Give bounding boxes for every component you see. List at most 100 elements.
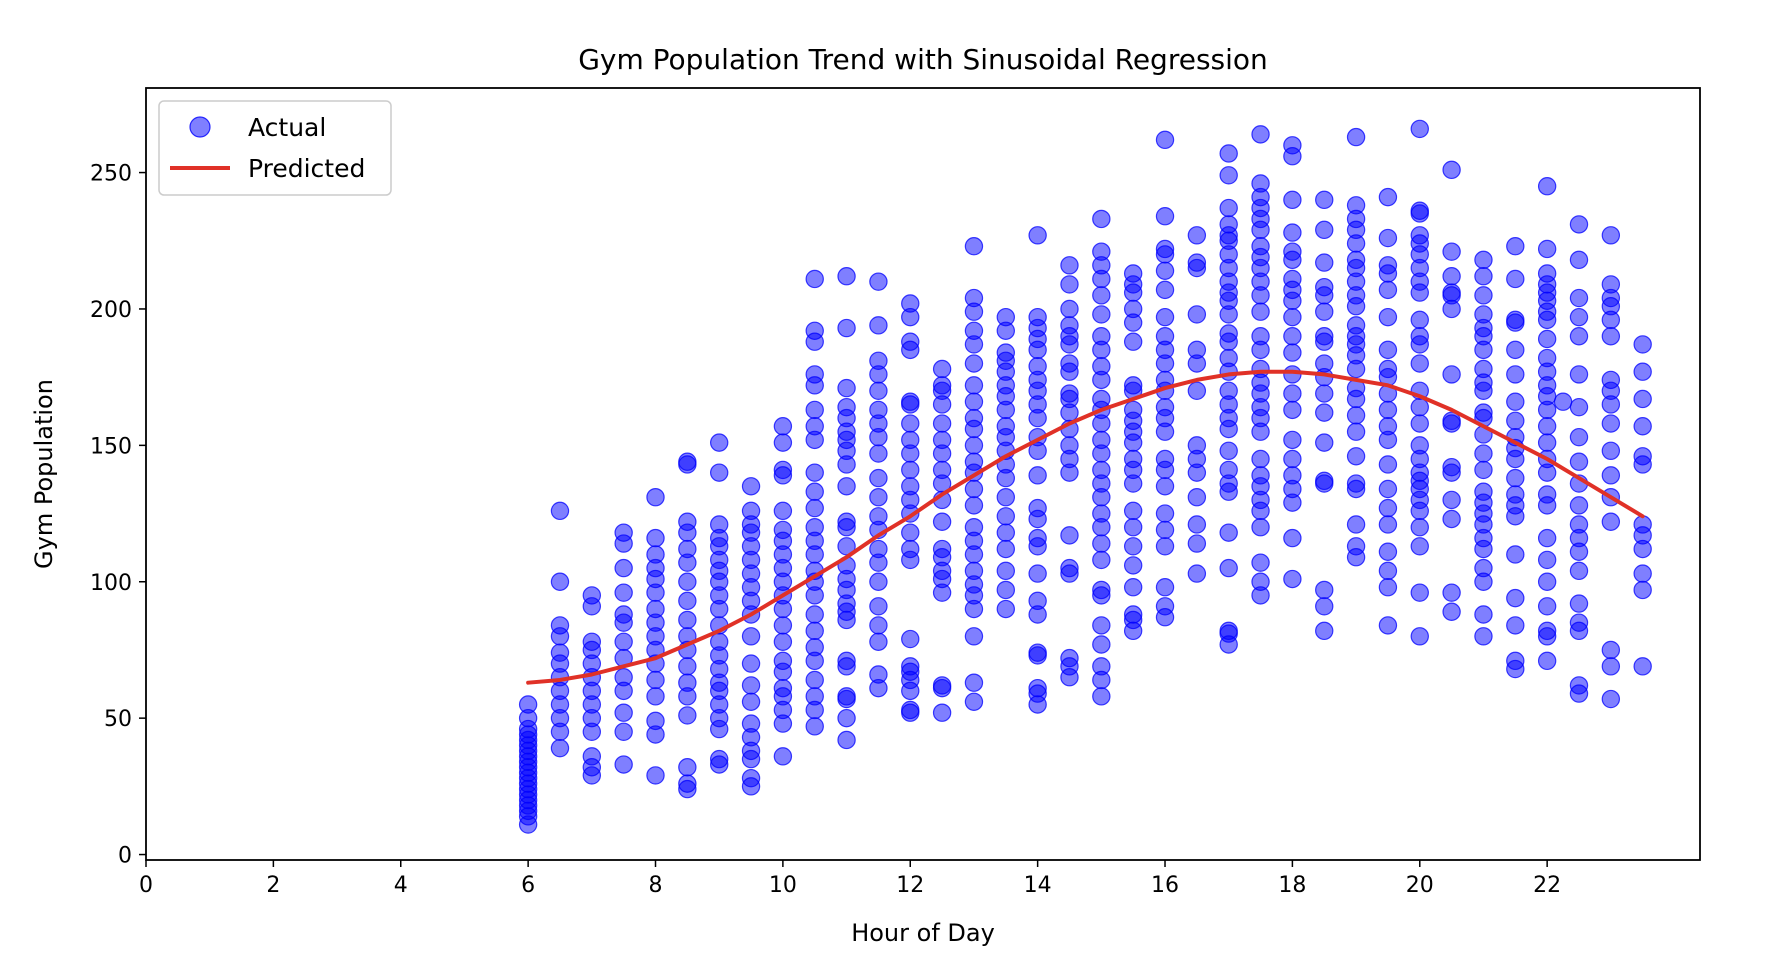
scatter-point-actual (1123, 578, 1143, 597)
scatter-point-actual (1315, 277, 1334, 297)
scatter-point-actual (932, 460, 952, 480)
scatter-point-actual (1123, 400, 1143, 420)
scatter-point-actual (964, 496, 984, 515)
predicted-line (526, 369, 1645, 685)
y-tick-label: 0 (118, 844, 132, 869)
scatter-point-actual (1474, 286, 1493, 305)
scatter-point-actual (869, 487, 888, 507)
scatter-point-actual (964, 392, 984, 411)
scatter-point-actual (1601, 640, 1621, 660)
scatter-point-actual (1410, 583, 1429, 602)
scatter-point-actual (1123, 376, 1143, 395)
scatter-point-actual (741, 714, 761, 733)
scatter-point-actual (805, 605, 824, 624)
scatter-point-actual (964, 288, 984, 308)
scatter-point-actual (1315, 621, 1334, 641)
scatter-point-actual (1028, 643, 1047, 662)
scatter-point-actual (1506, 588, 1525, 608)
scatter-point-actual (901, 332, 920, 351)
scatter-point-actual (1506, 269, 1525, 289)
scatter-point-actual (964, 673, 984, 692)
scatter-point-actual (678, 572, 697, 591)
scatter-point-actual (1442, 160, 1461, 180)
scatter-point-actual (901, 523, 920, 542)
x-tick-label: 22 (1533, 873, 1561, 898)
scatter-point-actual (1569, 515, 1589, 534)
scatter-point-actual (1410, 226, 1429, 245)
scatter-point-actual (1537, 621, 1557, 641)
scatter-point-actual (1474, 444, 1493, 463)
scatter-point-actual (1378, 542, 1398, 561)
scatter-point-actual (550, 501, 570, 521)
scatter-point-actual (901, 430, 920, 450)
y-tick-label: 150 (90, 434, 132, 459)
legend-marker-actual (189, 116, 211, 138)
scatter-point-actual (678, 591, 697, 611)
scatter-point-actual (1601, 466, 1621, 485)
scatter-point-actual (964, 376, 984, 395)
scatter-point-actual (614, 722, 633, 741)
scatter-point-actual (837, 477, 856, 496)
scatter-point-actual (996, 507, 1016, 526)
scatter-point-actual (901, 629, 920, 649)
scatter-point-actual (964, 237, 984, 256)
scatter-point-actual (1219, 441, 1238, 461)
scatter-point-actual (1060, 648, 1079, 668)
scatter-point-actual (678, 673, 697, 692)
scatter-point-actual (1346, 422, 1366, 441)
scatter-point-actual (1537, 239, 1557, 259)
scatter-point-actual (996, 307, 1016, 327)
scatter-point-actual (1378, 578, 1398, 597)
scatter-point-actual (1092, 430, 1111, 450)
scatter-point-actual (773, 520, 793, 540)
scatter-point-actual (1378, 280, 1398, 300)
scatter-point-actual (1569, 288, 1589, 308)
scatter-point-actual (1092, 616, 1111, 635)
scatter-point-actual (550, 616, 570, 635)
scatter-point-actual (773, 417, 793, 436)
scatter-point-actual (1092, 460, 1111, 480)
scatter-point-actual (1601, 512, 1621, 531)
scatter-point-actual (837, 651, 856, 671)
x-tick-label: 8 (649, 873, 663, 898)
scatter-point-actual (1251, 237, 1270, 256)
scatter-point-actual (1378, 515, 1398, 534)
scatter-point-actual (996, 523, 1016, 542)
scatter-point-actual (1283, 223, 1302, 242)
scatter-point-actual (805, 482, 824, 501)
scatter-point-actual (1410, 310, 1429, 330)
scatter-point-actual (869, 272, 888, 291)
scatter-point-actual (1187, 564, 1207, 583)
scatter-point-actual (1506, 545, 1525, 564)
scatter-point-actual (1060, 558, 1079, 578)
scatter-point-actual (773, 616, 793, 635)
scatter-point-actual (773, 460, 793, 480)
scatter-point-actual (1633, 515, 1652, 534)
scatter-point-actual (1474, 605, 1493, 624)
scatter-point-actual (1569, 365, 1589, 384)
scatter-point-actual (1060, 275, 1079, 294)
scatter-point-actual (1442, 457, 1461, 477)
scatter-point-actual (1410, 517, 1429, 537)
scatter-point-actual (869, 616, 888, 635)
scatter-point-actual (1569, 452, 1589, 471)
scatter-point-actual (1092, 687, 1111, 706)
scatter-point-actual (1378, 256, 1398, 275)
scatter-point-actual (678, 774, 697, 793)
scatter-point-actual (1123, 299, 1143, 319)
scatter-point-actual (1537, 329, 1557, 349)
scatter-point-actual (741, 627, 761, 646)
scatter-point-actual (1187, 487, 1207, 507)
scatter-point-actual (1155, 239, 1175, 259)
scatter-point-actual (1601, 226, 1621, 245)
scatter-point-actual (1474, 482, 1493, 501)
x-tick-label: 4 (394, 873, 408, 898)
scatter-point-actual (741, 692, 761, 711)
scatter-point-actual (1092, 635, 1111, 654)
scatter-point-actual (1283, 400, 1302, 420)
scatter-point-actual (1283, 365, 1302, 384)
scatter-point-actual (678, 452, 697, 471)
scatter-point-actual (964, 452, 984, 471)
scatter-point-actual (1092, 209, 1111, 229)
